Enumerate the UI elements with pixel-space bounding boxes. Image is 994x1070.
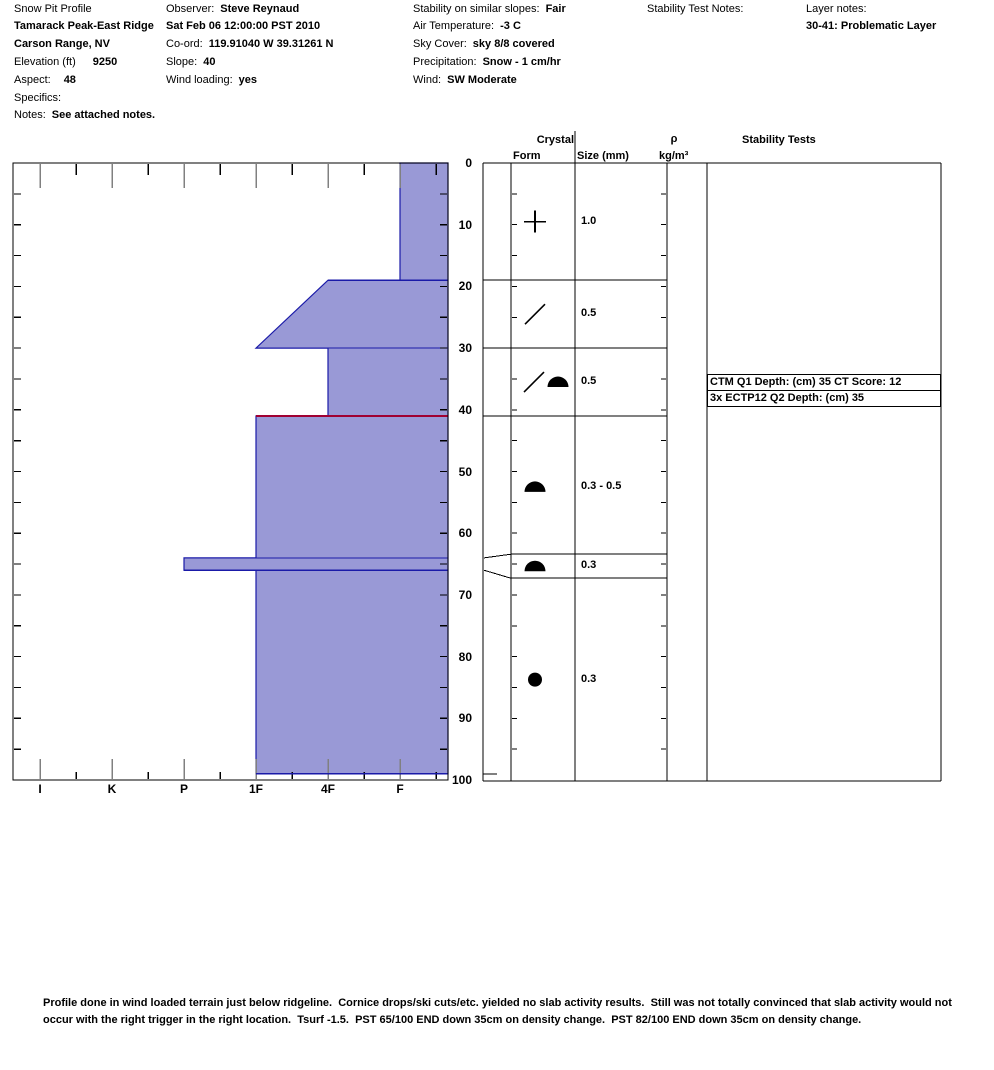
depth-axis-label: 50 [458, 464, 472, 479]
depth-axis-label: 30 [458, 341, 472, 356]
aspect-field: Aspect: 48 [14, 74, 76, 86]
datetime: Sat Feb 06 12:00:00 PST 2010 [166, 20, 321, 32]
chart-frame [12, 162, 449, 781]
hardness-axis-label: F [396, 782, 403, 796]
hardness-axis-label: I [38, 782, 41, 796]
size-column-header: Size (mm) [577, 150, 629, 162]
crystal-form-symbol-rounded-grains-small [528, 672, 542, 687]
page-title: Snow Pit Profile [14, 3, 92, 15]
depth-axis-label: 40 [458, 402, 472, 417]
density-units-header: kg/m³ [659, 150, 689, 162]
location-name: Tamarack Peak-East Ridge [14, 20, 154, 32]
layer-notes-value: 30-41: Problematic Layer [806, 20, 937, 32]
profile-notes-text: Profile done in wind loaded terrain just… [43, 997, 955, 1026]
grain-size-value: 1.0 [581, 214, 597, 227]
wind-loading-field: Wind loading: yes [166, 74, 258, 86]
slope-field: Slope: 40 [166, 56, 216, 68]
depth-axis-label: 0 [465, 156, 472, 170]
density-column-header: ρ [670, 133, 678, 145]
layer-notes-label: Layer notes: [806, 3, 867, 15]
elevation-field: Elevation (ft) 9250 [14, 56, 118, 68]
depth-axis-label: 100 [451, 773, 472, 787]
hardness-axis-label: P [180, 782, 188, 796]
precipitation-field: Precipitation: Snow - 1 cm/hr [413, 56, 561, 68]
hardness-axis-label: 4F [321, 782, 335, 796]
crystal-form-symbol-decomposing-fragments [523, 371, 545, 393]
depth-axis-label: 10 [458, 217, 472, 232]
stability-test-result-2: 3x ECTP12 Q2 Depth: (cm) 35 [707, 390, 941, 407]
depth-axis-label: 80 [458, 649, 472, 664]
depth-axis-label: 70 [458, 587, 472, 602]
specifics-label: Specifics: [14, 92, 62, 104]
observer-field: Observer: Steve Reynaud [166, 3, 300, 15]
stability-test-result-1: CTM Q1 Depth: (cm) 35 CT Score: 12 [707, 374, 941, 391]
notes-field: Notes: See attached notes. [14, 109, 156, 121]
grain-size-value: 0.3 - 0.5 [581, 479, 622, 492]
grain-size-value: 0.3 [581, 559, 597, 572]
stability-tests-column-header: Stability Tests [742, 134, 816, 146]
crystal-form-symbol-rounded-grains [524, 481, 546, 492]
grain-size-value: 0.5 [581, 375, 597, 388]
grain-size-value: 0.5 [581, 307, 597, 320]
crystal-form-symbol-decomposing-fragments [524, 303, 546, 325]
stability-test-notes-label: Stability Test Notes: [647, 3, 744, 15]
depth-axis-label: 90 [458, 711, 472, 726]
air-temperature-field: Air Temperature: -3 C [413, 20, 521, 32]
stability-similar-slopes-field: Stability on similar slopes: Fair [413, 3, 566, 15]
depth-axis-label: 20 [458, 279, 472, 294]
sky-cover-field: Sky Cover: sky 8/8 covered [413, 38, 555, 50]
grain-size-value: 0.3 [581, 672, 597, 685]
region: Carson Range, NV [14, 38, 110, 50]
crystal-column-header: Crystal [536, 134, 574, 146]
hardness-axis-label: K [108, 782, 117, 796]
hardness-axis-label: 1F [249, 782, 263, 796]
coordinates-field: Co-ord: 119.91040 W 39.31261 N [166, 38, 334, 50]
hardness-profile-fill [183, 162, 449, 775]
form-column-header: Form [513, 150, 541, 162]
crystal-form-symbol-rounded-grains [547, 376, 569, 388]
depth-axis-label: 60 [458, 526, 472, 541]
crystal-form-symbol-precipitation-particles [524, 210, 546, 233]
crystal-form-symbol-rounded-grains [524, 560, 546, 572]
wind-field: Wind: SW Moderate [413, 74, 517, 86]
